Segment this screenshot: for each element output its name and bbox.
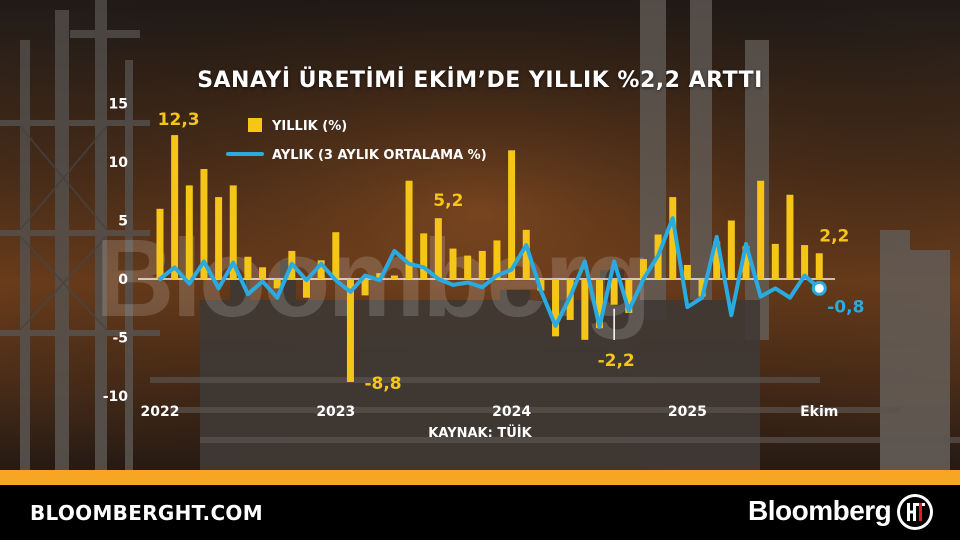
bar-2024-12 bbox=[669, 197, 677, 279]
bar-2022-03 bbox=[185, 185, 193, 279]
bar-2024-10 bbox=[639, 259, 647, 279]
bar-2023-12 bbox=[493, 240, 501, 279]
x-axis: 2022 2023 2024 2025 Ekim bbox=[141, 404, 839, 420]
legend: YILLIK (%) AYLIK (3 AYLIK ORTALAMA %) bbox=[226, 118, 487, 163]
y-tick-label: 0 bbox=[118, 272, 128, 288]
x-tick-label: 2025 bbox=[668, 404, 707, 420]
bar-2023-09 bbox=[449, 248, 457, 279]
bar-2023-03 bbox=[361, 279, 369, 296]
bar-2025-10 bbox=[815, 253, 823, 279]
legend-bar-swatch bbox=[248, 118, 262, 132]
bar-2023-01 bbox=[332, 232, 340, 279]
bar-2024-08 bbox=[610, 279, 618, 305]
bar-2025-07 bbox=[771, 243, 779, 279]
bar-2022-07 bbox=[244, 256, 252, 279]
data-label: 5,2 bbox=[433, 191, 463, 211]
y-tick-label: -10 bbox=[103, 389, 129, 405]
bar-2025-05 bbox=[742, 246, 750, 279]
bar-2022-05 bbox=[215, 197, 223, 279]
source-label: KAYNAK: TÜİK bbox=[428, 426, 532, 441]
bar-2025-08 bbox=[786, 194, 794, 279]
bar-2024-04 bbox=[552, 279, 560, 337]
bar-2023-05 bbox=[390, 275, 398, 279]
data-label: 2,2 bbox=[819, 226, 849, 246]
bloomberg-brand: Bloomberg bbox=[748, 495, 892, 526]
yearly-bars bbox=[156, 135, 823, 382]
bar-2024-07 bbox=[596, 279, 603, 329]
bar-2025-09 bbox=[801, 245, 809, 279]
monthly-3m-avg-line bbox=[158, 216, 822, 329]
data-label: 12,3 bbox=[158, 110, 200, 130]
x-tick-label: 2022 bbox=[141, 404, 180, 420]
bar-2024-01 bbox=[508, 150, 516, 279]
data-labels: 12,3 -8,8 5,2 -2,2 2,2 -0,8 bbox=[158, 110, 865, 394]
bar-2023-08 bbox=[434, 218, 442, 279]
footer-bar: BLOOMBERGHT.COM Bloomberg bbox=[0, 485, 960, 540]
y-tick-label: 15 bbox=[109, 97, 128, 113]
bar-2022-12 bbox=[317, 260, 325, 279]
bar-2025-02 bbox=[698, 279, 706, 297]
bar-2023-02 bbox=[346, 279, 354, 382]
bar-2022-01 bbox=[156, 208, 164, 279]
bar-2022-06 bbox=[229, 185, 237, 279]
y-tick-label: 10 bbox=[109, 155, 129, 171]
y-tick-label: -5 bbox=[112, 331, 128, 347]
chart-title: SANAYİ ÜRETİMİ EKİM’DE YILLIK %2,2 ARTTI bbox=[197, 68, 763, 93]
legend-bar-label: YILLIK (%) bbox=[271, 119, 347, 134]
data-label: -2,2 bbox=[598, 351, 635, 371]
bar-2023-10 bbox=[464, 255, 472, 279]
bar-2023-06 bbox=[405, 180, 413, 279]
bar-2025-01 bbox=[683, 264, 691, 279]
data-label: -8,8 bbox=[364, 374, 401, 394]
site-url[interactable]: BLOOMBERGHT.COM bbox=[30, 501, 263, 525]
x-tick-label: 2024 bbox=[492, 404, 531, 420]
y-axis: 15 10 5 0 -5 -10 bbox=[103, 97, 129, 406]
bar-2023-07 bbox=[420, 233, 428, 279]
industrial-production-chart: 15 10 5 0 -5 -10 2022 2023 2024 2025 Ekim 12,3 -8,… bbox=[103, 97, 865, 421]
y-tick-label: 5 bbox=[118, 214, 128, 230]
bar-2024-02 bbox=[522, 229, 530, 279]
bar-2024-09 bbox=[625, 279, 633, 313]
bar-2023-11 bbox=[478, 250, 486, 279]
bar-2025-03 bbox=[713, 241, 721, 279]
bar-2025-04 bbox=[727, 220, 735, 279]
x-tick-label: Ekim bbox=[800, 404, 838, 420]
bar-2022-11 bbox=[303, 279, 310, 298]
bar-2022-02 bbox=[171, 135, 179, 279]
x-tick-label: 2023 bbox=[316, 404, 355, 420]
legend-line-label: AYLIK (3 AYLIK ORTALAMA %) bbox=[272, 148, 487, 163]
bar-2024-06 bbox=[581, 279, 589, 340]
bar-2022-04 bbox=[200, 169, 208, 279]
accent-strip bbox=[0, 470, 960, 485]
bar-2025-06 bbox=[757, 180, 765, 279]
last-point-marker bbox=[811, 280, 827, 296]
bar-2022-08 bbox=[259, 267, 267, 279]
bar-2022-09 bbox=[273, 279, 281, 289]
data-label: -0,8 bbox=[827, 297, 864, 317]
bloomberght-ht-logo-icon bbox=[897, 494, 933, 530]
